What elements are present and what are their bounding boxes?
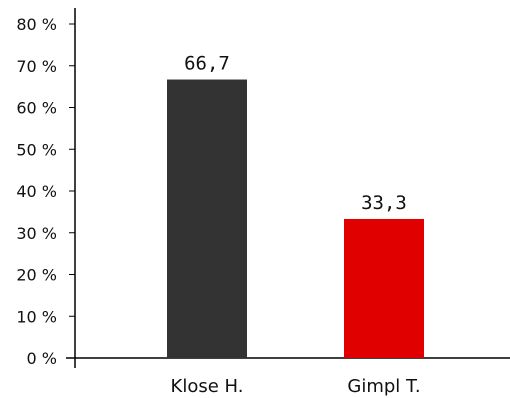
- x-tick-label: Gimpl T.: [347, 376, 420, 397]
- y-axis: 0 % 10 % 20 % 30 % 40 % 50 % 60 % 70 % 80 %: [16, 8, 76, 368]
- y-tick-label: 70 %: [16, 57, 57, 76]
- bars: [167, 79, 424, 358]
- y-tick-label: 60 %: [16, 99, 57, 118]
- y-tick-label: 30 %: [16, 224, 57, 243]
- bar-klose-h: [167, 79, 247, 358]
- bar-gimpl-t: [344, 218, 424, 358]
- data-label: 66,7: [184, 53, 230, 75]
- data-labels: 66,7 33,3: [184, 53, 407, 214]
- y-tick-label: 80 %: [16, 15, 57, 34]
- data-label: 33,3: [361, 192, 407, 214]
- y-tick-label: 0 %: [27, 349, 57, 368]
- y-tick-label: 50 %: [16, 140, 57, 159]
- x-axis: Klose H. Gimpl T.: [66, 357, 510, 397]
- y-tick-label: 40 %: [16, 182, 57, 201]
- y-tick-label: 20 %: [16, 266, 57, 285]
- x-tick-label: Klose H.: [171, 376, 244, 397]
- y-tick-label: 10 %: [16, 307, 57, 326]
